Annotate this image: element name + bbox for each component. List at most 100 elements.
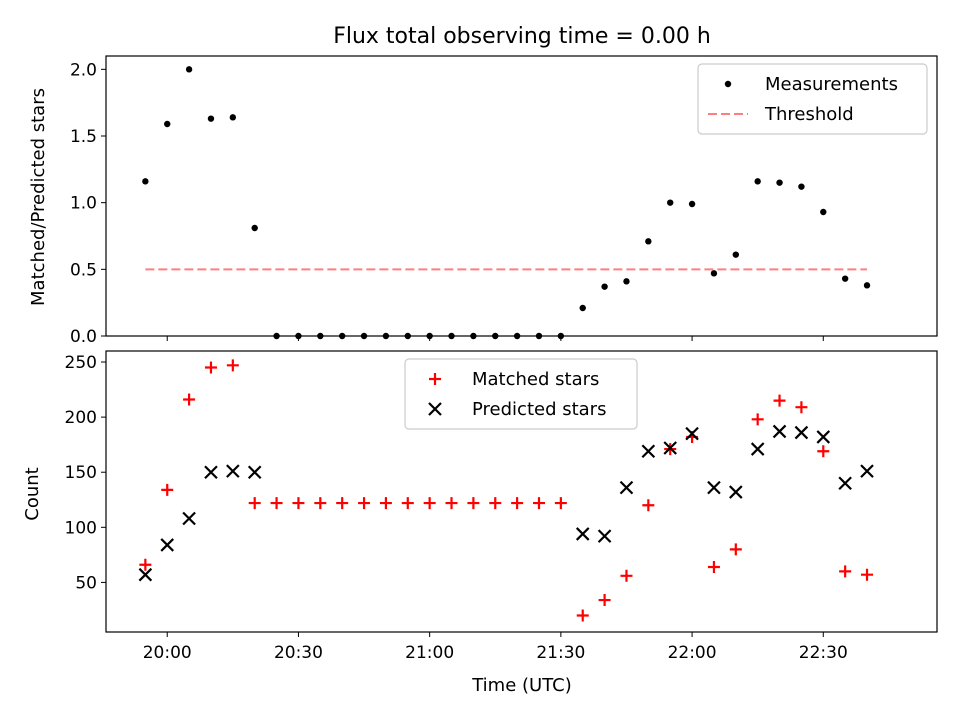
y-tick-label: 0.5 [70,260,97,280]
y-tick-label: 150 [65,463,97,483]
measurement-point [623,278,630,285]
x-tick-label: 20:00 [143,643,192,663]
matched-star-marker [248,497,261,510]
matched-star-marker [729,543,742,556]
y-tick-label: 250 [65,353,97,373]
predicted-star-marker [226,464,240,478]
matched-star-marker [817,445,830,458]
matched-star-marker [707,560,720,573]
matched-star-marker [532,497,545,510]
legend-box [404,358,638,430]
matched-star-marker [336,497,349,510]
x-tick-label: 20:30 [274,643,323,663]
predicted-star-marker [707,480,721,495]
predicted-star-marker [794,425,809,440]
axes-frame [105,350,938,633]
y-tick-label: 2.0 [70,60,97,80]
measurement-point [229,114,237,121]
predicted-star-marker [597,529,612,543]
bottom-plot-area: 50 100 150 200 250 20:00 20:30 21:00 21:30 22:00 2… [65,350,938,663]
measurement-point [798,183,805,190]
legend-predicted-swatch [428,402,442,416]
matched-star-marker [642,499,655,512]
x-axis-label: Time (UTC) [471,675,572,696]
predicted-star-marker [641,444,656,459]
predicted-star-marker [816,430,831,444]
predicted-star-marker [860,464,874,478]
measurement-point [754,178,761,185]
measurement-point [863,282,871,289]
measurement-point [820,208,827,216]
predicted-star-marker [247,465,262,479]
matched-star-marker [839,565,852,578]
y-tick-label: 50 [75,573,97,593]
measurement-point [667,199,674,206]
matched-star-marker [620,569,633,582]
matched-star-marker [379,497,392,510]
bottom-y-axis-label: Count [22,467,43,520]
measurement-point [688,200,696,208]
y-tick-label: 1.5 [70,127,97,147]
legend-label: Matched stars [472,369,599,390]
axes-frame [105,55,938,337]
y-tick-label: 200 [65,408,97,428]
x-tick-label: 21:00 [405,643,454,663]
matched-star-marker [161,483,174,496]
legend-matched-swatch [429,373,441,385]
matched-star-marker [204,361,217,374]
legend-measurements-swatch [724,80,732,88]
legend-label: Threshold [764,104,854,125]
matched-star-marker [751,413,764,426]
measurement-point [601,283,608,290]
measurement-point [207,115,215,122]
matched-star-marker [576,609,589,622]
matched-star-marker [292,497,305,510]
x-tick-label: 22:00 [668,643,717,663]
legend-label: Predicted stars [472,399,606,420]
predicted-star-marker [619,480,634,495]
top-y-axis-label: Matched/Predicted stars [28,88,49,306]
matched-star-marker [270,497,283,510]
measurement-point [776,179,783,186]
predicted-star-marker [838,476,852,491]
predicted-star-marker [750,442,765,456]
matched-star-marker [773,394,786,407]
matched-star-marker [795,401,808,414]
legend-box [697,63,928,135]
predicted-star-marker [204,465,218,479]
matched-star-marker [401,497,414,510]
matched-star-marker [598,594,611,607]
predicted-star-marker [182,511,196,526]
predicted-star-marker [663,441,677,455]
predicted-star-marker [729,485,743,499]
y-tick-label: 0.0 [70,327,97,347]
measurement-point [841,275,849,282]
matched-star-marker [445,497,458,510]
matched-star-marker [554,497,567,510]
matched-star-marker [358,497,371,510]
predicted-star-marker [575,527,590,541]
x-tick-label: 22:30 [799,643,848,663]
measurement-point [645,238,652,245]
chart-title: Flux total observing time = 0.00 h [333,24,711,49]
matched-star-marker [314,497,327,510]
predicted-star-marker [160,538,175,552]
top-plot-area: 0.0 0.5 1.0 1.5 2.0 Measurements Threshold [70,55,938,347]
measurement-point [164,120,171,128]
legend-label: Measurements [765,74,898,95]
y-tick-label: 1.0 [70,194,97,214]
matched-star-marker [489,497,502,510]
matched-star-marker [511,497,524,510]
measurement-point [251,224,258,232]
measurement-point [710,270,718,277]
predicted-star-marker [685,426,699,441]
matched-star-marker [226,359,239,372]
matched-star-marker [861,568,874,581]
x-tick-label: 21:30 [536,643,585,663]
measurement-point [579,304,586,312]
predicted-star-marker [138,567,153,582]
matched-star-marker [423,497,436,510]
predicted-star-marker [772,424,787,439]
measurement-point [142,178,149,185]
